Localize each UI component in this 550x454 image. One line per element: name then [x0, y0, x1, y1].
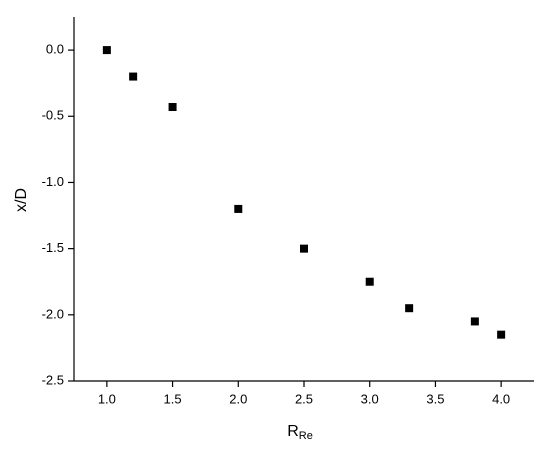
- x-axis-title: RRe: [287, 423, 313, 442]
- x-tick-label: 2.5: [295, 391, 313, 406]
- x-tick-label: 1.5: [164, 391, 182, 406]
- y-tick-label: -1.0: [42, 174, 64, 189]
- x-tick-label: 2.0: [229, 391, 247, 406]
- point: [102, 46, 111, 55]
- point: [234, 204, 243, 213]
- point: [365, 277, 374, 286]
- point: [129, 72, 138, 81]
- point: [497, 330, 506, 339]
- point: [470, 317, 479, 326]
- y-tick-label: -2.5: [42, 372, 64, 387]
- y-axis-title: x/D: [13, 188, 30, 212]
- y-tick-label: -0.5: [42, 108, 64, 123]
- x-tick-label: 3.5: [426, 391, 444, 406]
- x-tick-label: 3.0: [361, 391, 379, 406]
- x-axis-title-sub: Re: [299, 430, 313, 442]
- x-tick-label: 4.0: [492, 391, 510, 406]
- y-tick-label: 0.0: [46, 42, 64, 57]
- y-tick-label: -1.5: [42, 240, 64, 255]
- x-tick-label: 1.0: [98, 391, 116, 406]
- x-axis-title-main: R: [287, 423, 299, 440]
- point: [168, 103, 177, 112]
- point: [300, 244, 308, 253]
- y-tick-label: -2.0: [42, 306, 64, 321]
- point: [405, 304, 414, 313]
